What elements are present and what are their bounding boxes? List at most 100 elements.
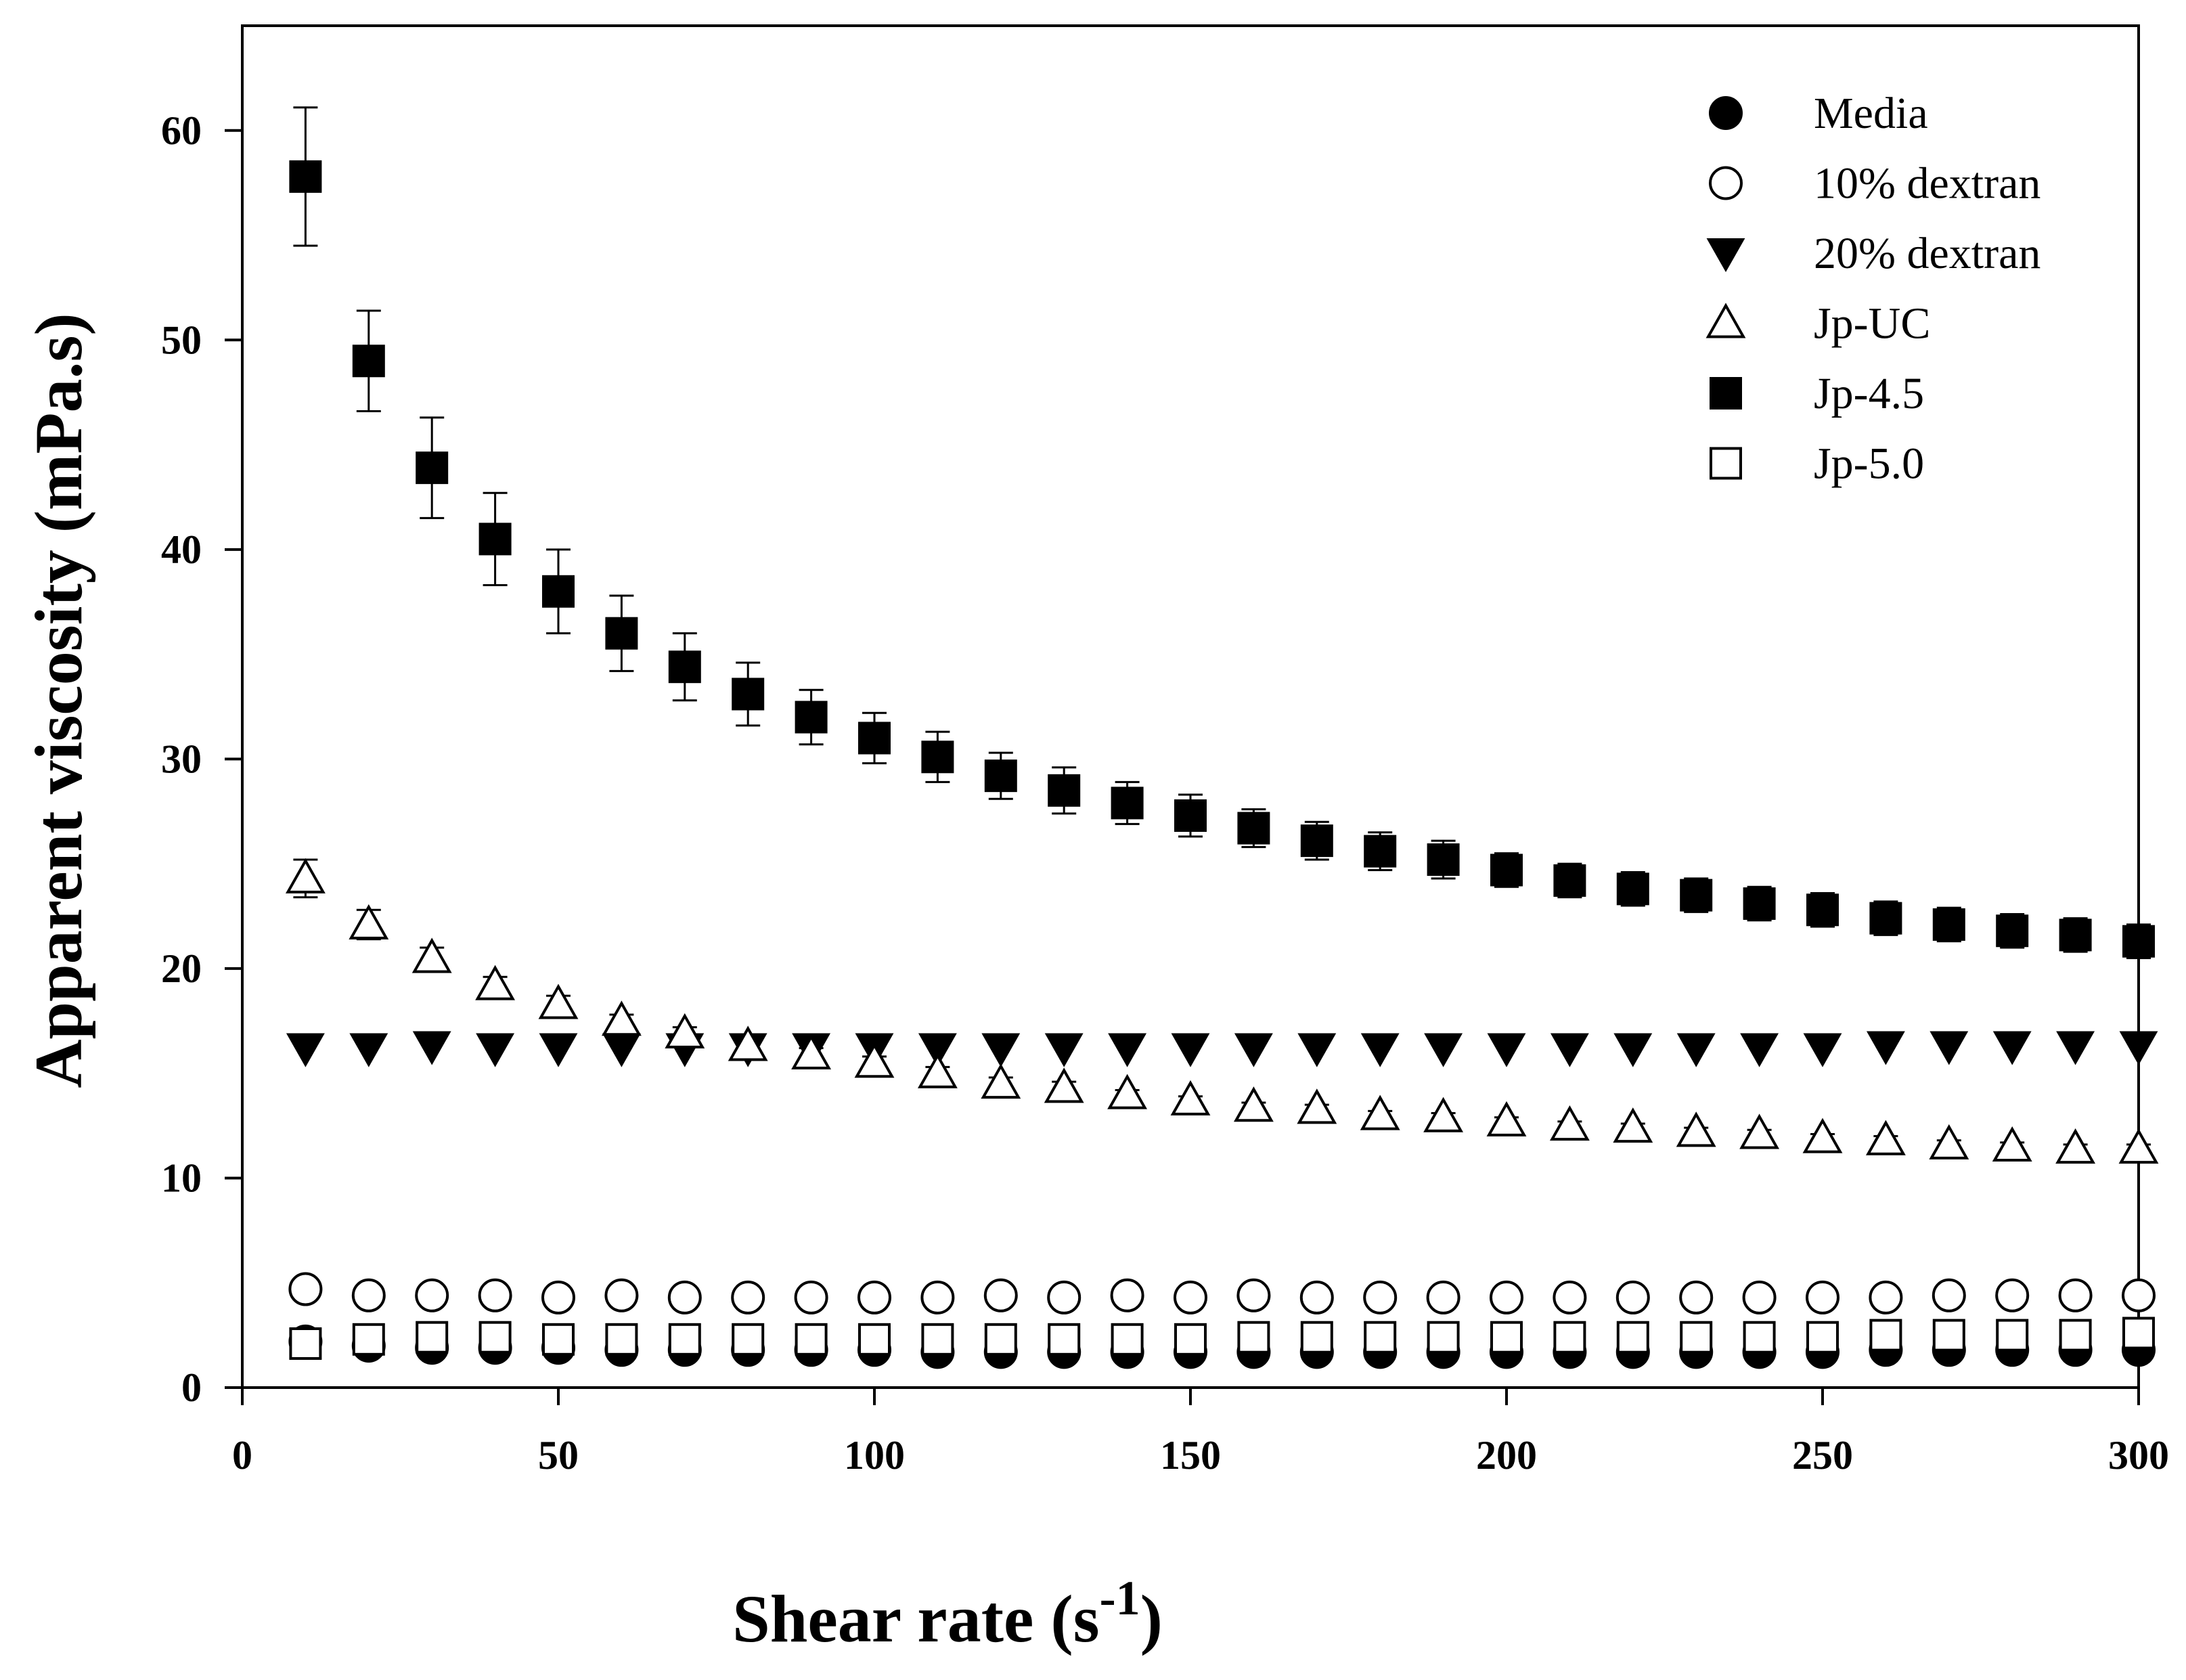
data-point: [478, 1321, 512, 1354]
x-axis-title: Shear rate (s-1): [732, 1571, 1163, 1656]
legend-label: Media: [1814, 89, 1928, 138]
x-tick-label: 200: [1476, 1433, 1537, 1478]
data-point: [416, 1321, 449, 1354]
data-point: [1616, 872, 1649, 906]
data-point: [795, 1323, 828, 1356]
x-tick-label: 100: [844, 1433, 905, 1478]
data-point: [1865, 1120, 1906, 1155]
data-point: [1363, 1280, 1398, 1314]
data-point: [795, 701, 828, 734]
data-point: [1423, 1097, 1464, 1132]
data-point: [541, 1280, 575, 1314]
data-point: [2122, 1278, 2156, 1312]
data-point: [1932, 908, 1965, 941]
data-point: [1930, 1031, 1969, 1065]
legend-marker: [1710, 447, 1742, 480]
data-point: [1802, 1118, 1843, 1153]
data-point: [1613, 1033, 1653, 1067]
data-point: [858, 722, 891, 755]
data-point: [1486, 1101, 1527, 1136]
data-point: [478, 523, 512, 556]
data-point: [476, 1033, 515, 1067]
data-point: [2055, 1128, 2096, 1164]
data-point: [2119, 1031, 2158, 1065]
data-point: [1300, 1321, 1333, 1354]
data-point: [1869, 1319, 1902, 1352]
data-point: [1107, 1074, 1148, 1109]
legend-marker: [1710, 377, 1742, 410]
data-point: [981, 1063, 1021, 1099]
data-point: [1490, 1321, 1523, 1354]
legend-marker: [1706, 238, 1745, 273]
axes: 0 50 100 150 200 250 300 0 10 20 30 40 50 60: [161, 24, 2169, 1478]
data-point: [2058, 1278, 2093, 1312]
data-point: [1174, 1280, 1207, 1314]
data-point: [605, 1323, 638, 1356]
data-point: [1364, 835, 1397, 868]
y-tick-label: 30: [161, 736, 202, 781]
data-point: [1174, 799, 1207, 832]
legend-marker: [1709, 96, 1743, 130]
y-tick-label: 10: [161, 1155, 202, 1200]
data-point: [1742, 1280, 1777, 1314]
y-tick-label: 20: [161, 946, 202, 991]
data-point: [665, 1013, 705, 1048]
data-point: [984, 1323, 1017, 1356]
x-tick-label: 300: [2108, 1433, 2169, 1478]
data-point: [1613, 1107, 1653, 1143]
data-point: [1297, 1088, 1337, 1124]
data-point: [732, 1323, 765, 1356]
data-point: [857, 1280, 891, 1314]
data-point: [538, 983, 579, 1019]
data-point: [1490, 1280, 1523, 1314]
x-axis-title-main: Shear rate (s: [732, 1581, 1099, 1656]
data-point: [2059, 1319, 2092, 1352]
data-point: [1360, 1033, 1400, 1067]
data-point: [1427, 843, 1460, 876]
data-point: [1992, 1126, 2032, 1162]
legend-label: 20% dextran: [1814, 229, 2040, 278]
data-point: [981, 1033, 1021, 1067]
series-jp-uc: [285, 858, 2159, 1164]
series-jp-5-0: [289, 1317, 2155, 1360]
series-20-dextran: [286, 1031, 2158, 1067]
data-point: [1996, 1319, 2029, 1352]
data-point: [1424, 1033, 1463, 1067]
data-point: [1111, 1323, 1144, 1356]
data-point: [601, 1000, 642, 1036]
data-point: [731, 1280, 765, 1314]
data-point: [1553, 864, 1586, 897]
data-point: [288, 1272, 323, 1306]
data-point: [1237, 1321, 1270, 1354]
y-tick-label: 50: [161, 317, 202, 362]
data-point: [411, 937, 452, 973]
x-axis-title-superscript: -1: [1100, 1571, 1140, 1625]
legend-item: Media: [1709, 89, 1928, 138]
data-point: [858, 1323, 891, 1356]
data-point: [1300, 824, 1333, 858]
legend-label: 10% dextran: [1814, 159, 2040, 208]
data-point: [2122, 925, 2155, 958]
data-point: [1680, 879, 1713, 912]
y-axis-title: Apparent viscosity (mPa.s): [21, 313, 96, 1088]
data-point: [542, 575, 575, 608]
legend-marker: [1709, 166, 1743, 200]
legend-item: Jp-5.0: [1710, 439, 1924, 489]
data-point: [920, 1280, 955, 1314]
x-tick-label: 150: [1160, 1433, 1221, 1478]
data-point: [415, 1278, 449, 1312]
data-point: [1869, 902, 1902, 935]
data-point: [791, 1034, 832, 1069]
x-tick-label: 0: [232, 1433, 252, 1478]
x-axis-title-close: ): [1140, 1581, 1163, 1656]
data-point: [412, 1031, 451, 1065]
data-point: [1995, 1278, 2030, 1312]
data-point: [1108, 1033, 1147, 1067]
legend-item: 10% dextran: [1709, 159, 2040, 208]
data-point: [351, 1278, 386, 1312]
data-point: [918, 1033, 957, 1067]
data-point: [1806, 893, 1839, 927]
data-point: [1174, 1323, 1207, 1356]
data-point: [1679, 1280, 1714, 1314]
